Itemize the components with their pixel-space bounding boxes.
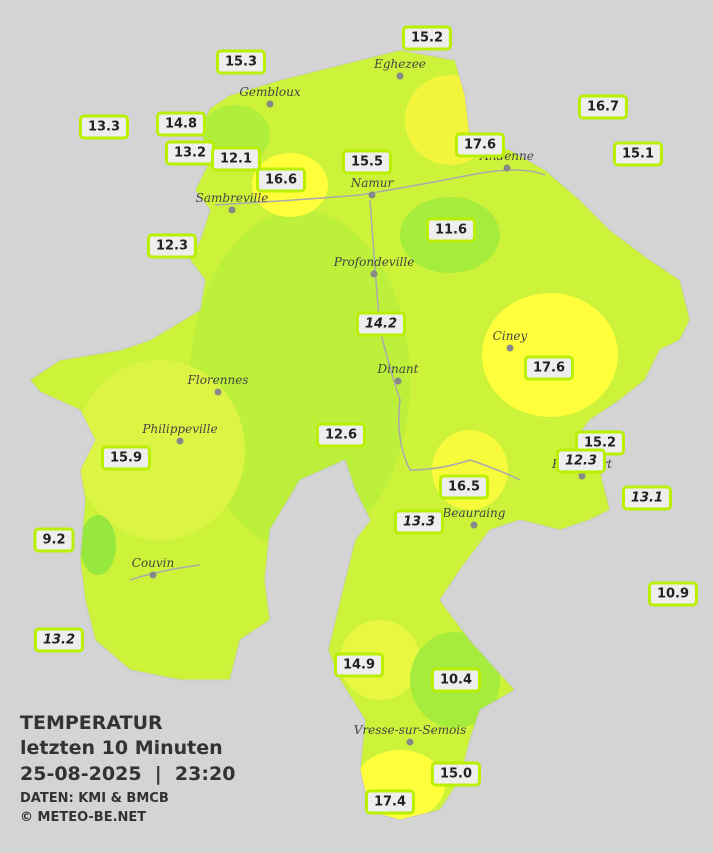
period: letzten 10 Minuten	[20, 737, 223, 759]
station-temperature: 15.5	[341, 149, 393, 175]
city-dot	[503, 164, 511, 172]
station-temperature: 12.1	[210, 146, 262, 172]
station-temperature: 15.3	[215, 49, 267, 75]
timestamp: 25-08-2025 | 23:20	[20, 763, 236, 785]
city-name: Eghezee	[374, 57, 426, 71]
city-name: Namur	[350, 176, 394, 190]
station-temperature: 15.1	[612, 141, 664, 167]
city-dot	[394, 377, 402, 385]
city-name: Profondeville	[333, 255, 415, 269]
map-title: TEMPERATUR	[20, 712, 163, 734]
city-dot	[214, 388, 222, 396]
city-dot	[470, 521, 478, 529]
station-temperature: 15.9	[100, 445, 152, 471]
city-dot	[506, 344, 514, 352]
city-dot	[228, 206, 236, 214]
station-temperature: 16.6	[255, 167, 307, 193]
city-dot	[578, 472, 586, 480]
city-name: Philippeville	[142, 422, 218, 436]
station-temperature: 13.2	[33, 627, 85, 653]
city-name: Dinant	[377, 362, 419, 376]
station-temperature: 9.2	[33, 527, 75, 553]
city-dot	[176, 437, 184, 445]
city-name: Sambreville	[195, 191, 269, 205]
station-temperature: 12.3	[555, 448, 607, 474]
city-dot	[396, 72, 404, 80]
station-temperature: 16.7	[577, 94, 629, 120]
station-temperature: 16.5	[438, 474, 490, 500]
station-temperature: 13.2	[164, 140, 216, 166]
station-temperature: 15.2	[401, 25, 453, 51]
city-dot	[149, 571, 157, 579]
station-temperature: 10.4	[430, 667, 482, 693]
station-temperature: 14.9	[333, 652, 385, 678]
station-temperature: 10.9	[647, 581, 699, 607]
city-name: Couvin	[131, 556, 175, 570]
station-temperature: 15.0	[430, 761, 482, 787]
city-dot	[406, 738, 414, 746]
copyright: © METEO-BE.NET	[20, 810, 147, 825]
station-temperature: 13.3	[78, 114, 130, 140]
station-temperature: 17.6	[454, 132, 506, 158]
station-temperature: 17.4	[364, 789, 416, 815]
station-temperature: 14.2	[355, 311, 407, 337]
source: DATEN: KMI & BMCB	[20, 791, 169, 806]
station-temperature: 17.6	[523, 355, 575, 381]
city-name: Vresse-sur-Semois	[353, 723, 467, 737]
city-dot	[266, 100, 274, 108]
city-name: Gembloux	[239, 85, 301, 99]
station-temperature: 13.3	[393, 509, 445, 535]
city-name: Florennes	[187, 373, 249, 387]
station-temperature: 14.8	[155, 111, 207, 137]
city-dot	[370, 270, 378, 278]
station-temperature: 12.3	[146, 233, 198, 259]
station-temperature: 13.1	[621, 485, 673, 511]
city-name: Beauraing	[442, 506, 506, 520]
station-temperature: 11.6	[425, 217, 477, 243]
city-dot	[368, 191, 376, 199]
station-temperature: 12.6	[315, 422, 367, 448]
city-name: Ciney	[492, 329, 528, 343]
